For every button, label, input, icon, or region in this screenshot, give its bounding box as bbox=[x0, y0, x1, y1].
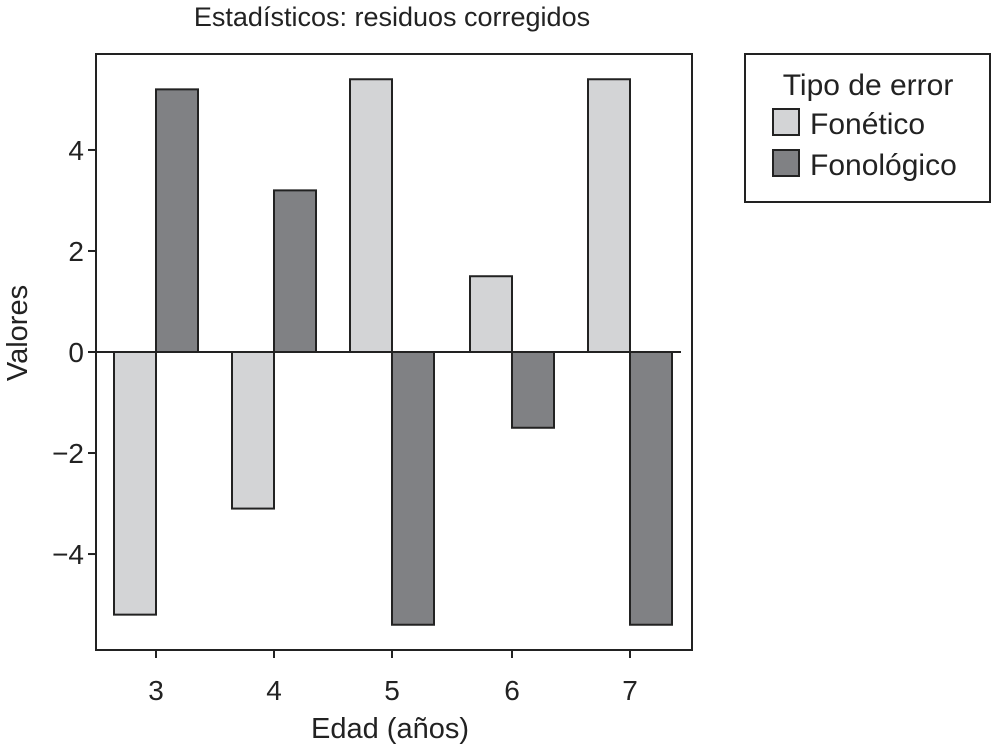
x-tick-label: 5 bbox=[384, 675, 400, 706]
bar-fonologico-3 bbox=[155, 88, 199, 354]
legend: Tipo de error Fonético Fonológico bbox=[744, 53, 991, 203]
bar-fonologico-5 bbox=[391, 351, 435, 626]
bar-fonetico-5 bbox=[349, 78, 393, 353]
x-axis: 3 4 5 6 7 bbox=[148, 650, 638, 706]
legend-frame bbox=[744, 53, 991, 203]
bar-fonetico-7 bbox=[587, 78, 631, 353]
y-tick-label: 0 bbox=[68, 337, 84, 368]
bar-fonetico-6 bbox=[469, 275, 513, 353]
x-axis-title: Edad (años) bbox=[311, 713, 469, 745]
bar-fonetico-3 bbox=[113, 351, 157, 616]
y-tick-label: −4 bbox=[52, 539, 84, 570]
bar-fonologico-6 bbox=[511, 351, 555, 429]
chart-title: Estadísticos: residuos corregidos bbox=[194, 2, 590, 32]
x-tick-label: 7 bbox=[622, 675, 638, 706]
legend-label-fonetico: Fonético bbox=[810, 108, 925, 141]
legend-swatch-fonetico bbox=[772, 108, 800, 136]
bar-fonetico-4 bbox=[231, 351, 275, 510]
y-tick-label: −2 bbox=[52, 438, 84, 469]
x-tick-label: 3 bbox=[148, 675, 164, 706]
bar-fonologico-7 bbox=[629, 351, 673, 626]
y-tick-label: 4 bbox=[68, 135, 84, 166]
legend-title: Tipo de error bbox=[783, 69, 954, 102]
x-tick-label: 4 bbox=[266, 675, 282, 706]
legend-swatch-fonologico bbox=[772, 149, 800, 177]
legend-label-fonologico: Fonológico bbox=[810, 149, 957, 182]
bar-fonologico-4 bbox=[273, 189, 317, 353]
y-tick-label: 2 bbox=[68, 236, 84, 267]
y-axis: 4 2 0 −2 −4 bbox=[52, 135, 96, 570]
x-tick-label: 6 bbox=[504, 675, 520, 706]
y-axis-title: Valores bbox=[2, 285, 34, 381]
